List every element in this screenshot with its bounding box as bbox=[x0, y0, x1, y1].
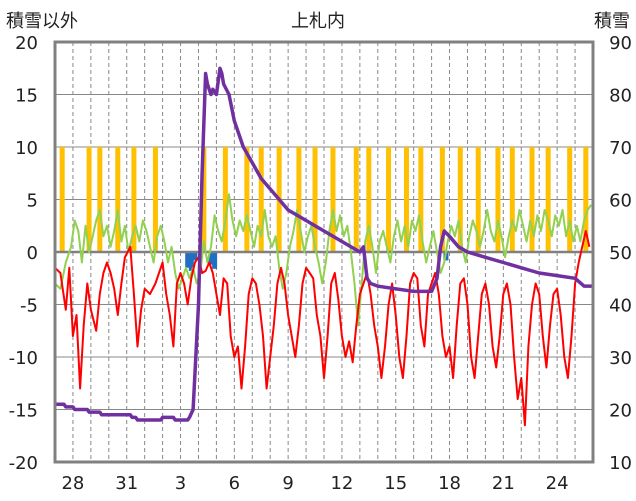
sunshine-bar bbox=[97, 147, 103, 252]
sunshine-bar bbox=[366, 147, 372, 252]
right-y-axis: 90 80 70 60 50 40 30 20 10 bbox=[609, 33, 632, 474]
left-y-axis: 20 15 10 5 0 -5 -10 -15 -20 bbox=[9, 33, 38, 474]
sunshine-bar bbox=[403, 147, 409, 252]
sunshine-bar bbox=[583, 147, 589, 252]
sunshine-bar bbox=[86, 147, 92, 252]
sunshine-bar bbox=[509, 147, 515, 252]
right-tick-label: 40 bbox=[609, 296, 632, 317]
left-axis-label: 積雪以外 bbox=[6, 11, 78, 32]
x-tick-label: 6 bbox=[229, 473, 240, 494]
sunshine-bar bbox=[545, 147, 551, 252]
right-tick-label: 10 bbox=[609, 453, 632, 474]
left-tick-label: -20 bbox=[9, 453, 38, 474]
sunshine-bar bbox=[201, 147, 207, 252]
sunshine-bar bbox=[258, 147, 264, 252]
right-tick-label: 50 bbox=[609, 243, 632, 264]
sunshine-bar bbox=[475, 147, 481, 252]
sunshine-bar bbox=[59, 147, 65, 252]
precip-bar bbox=[212, 252, 218, 269]
x-tick-label: 21 bbox=[492, 473, 515, 494]
precip-bar bbox=[188, 252, 194, 271]
left-tick-label: 20 bbox=[15, 33, 38, 54]
x-axis: 28 31 3 6 9 12 15 18 21 24 bbox=[61, 473, 568, 494]
sunshine-bar bbox=[529, 147, 535, 252]
right-tick-label: 90 bbox=[609, 33, 632, 54]
right-tick-label: 30 bbox=[609, 348, 632, 369]
sunshine-bar bbox=[457, 147, 463, 252]
right-tick-label: 80 bbox=[609, 86, 632, 107]
right-tick-label: 20 bbox=[609, 401, 632, 422]
right-tick-label: 70 bbox=[609, 138, 632, 159]
left-tick-label: 0 bbox=[27, 243, 38, 264]
sunshine-bar bbox=[495, 147, 501, 252]
sunshine-bar bbox=[131, 147, 137, 252]
x-tick-label: 31 bbox=[115, 473, 138, 494]
left-tick-label: 5 bbox=[27, 191, 38, 212]
x-tick-label: 18 bbox=[438, 473, 461, 494]
x-tick-label: 3 bbox=[175, 473, 186, 494]
snow-depth-line bbox=[55, 66, 593, 422]
precip-bar bbox=[185, 252, 191, 268]
left-tick-label: 15 bbox=[15, 86, 38, 107]
x-tick-label: 24 bbox=[546, 473, 569, 494]
right-tick-label: 60 bbox=[609, 191, 632, 212]
sunshine-bar bbox=[115, 147, 121, 252]
left-tick-label: 10 bbox=[15, 138, 38, 159]
sunshine-bar bbox=[439, 147, 445, 252]
series-lines bbox=[54, 66, 593, 427]
sunshine-bar bbox=[222, 147, 228, 252]
sunshine-bar bbox=[244, 147, 250, 252]
precip-bar bbox=[192, 252, 198, 261]
sunshine-bars bbox=[59, 147, 589, 252]
left-tick-label: -10 bbox=[9, 348, 38, 369]
sunshine-bar bbox=[418, 147, 424, 252]
wind-line bbox=[54, 193, 593, 327]
sunshine-bar bbox=[567, 147, 573, 252]
x-tick-label: 12 bbox=[330, 473, 353, 494]
x-tick-label: 15 bbox=[384, 473, 407, 494]
precip-bar bbox=[208, 252, 214, 265]
sunshine-bar bbox=[152, 147, 158, 252]
sunshine-bar bbox=[386, 147, 392, 252]
sunshine-bar bbox=[353, 147, 359, 252]
right-axis-label: 積雪 bbox=[594, 11, 630, 32]
sunshine-bar bbox=[330, 147, 336, 252]
x-tick-label: 9 bbox=[282, 473, 293, 494]
x-tick-label: 28 bbox=[61, 473, 84, 494]
left-tick-label: -15 bbox=[9, 401, 38, 422]
sunshine-bar bbox=[312, 147, 318, 252]
sunshine-bar bbox=[296, 147, 302, 252]
plot-frame bbox=[53, 40, 595, 464]
left-tick-label: -5 bbox=[20, 296, 38, 317]
chart-title: 上札内 bbox=[291, 11, 345, 32]
temperature-line bbox=[54, 230, 591, 427]
